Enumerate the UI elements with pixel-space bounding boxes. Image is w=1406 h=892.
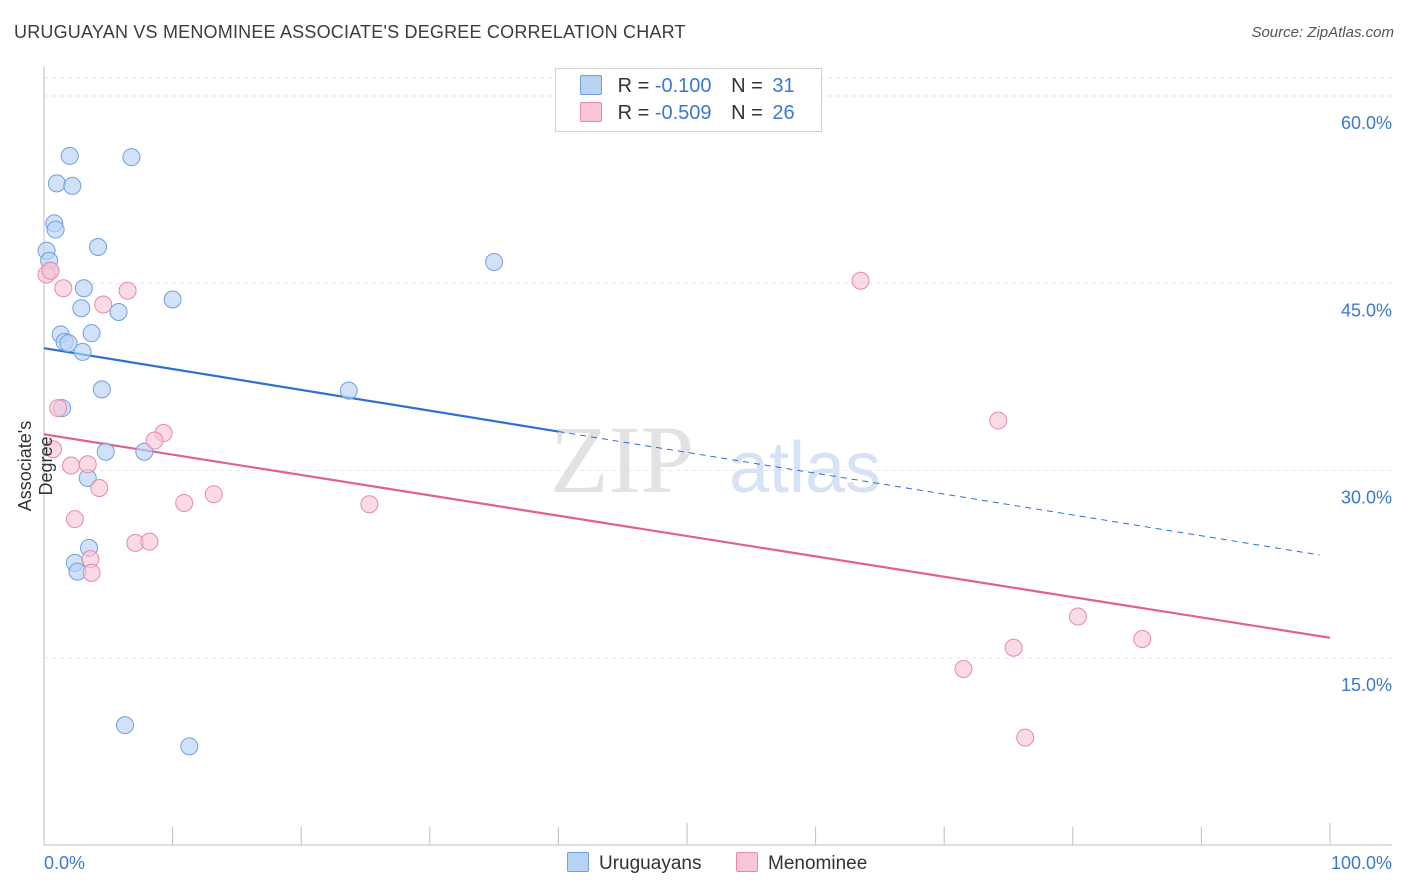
menominee-point [1004,638,1023,657]
menominee-point [175,493,194,512]
menominee-point [360,495,379,514]
legend-row-uruguayans: R = -0.100 N = 31 [580,75,795,99]
menominee-point [49,399,68,418]
menominee-point [90,478,109,497]
trend-layer [43,347,1331,639]
bottom-legend-label-menominee: Menominee [768,853,868,874]
uruguayans-point [82,324,101,343]
menominee-point [94,295,113,314]
uruguayans-point [163,290,182,309]
uruguayans-point [73,342,92,361]
x-tick-label-min: 0.0% [44,853,85,873]
uruguayans-trend-extension [558,431,1320,556]
legend-row-menominee: R = -0.509 N = 26 [580,102,795,126]
uruguayans-point [74,279,93,298]
menominee-point [62,456,81,475]
bottom-legend-swatch-menominee [736,852,758,872]
menominee-point [1133,630,1152,649]
menominee-point [82,563,101,582]
uruguayans-point [339,381,358,400]
legend-r-value: -0.509 [654,102,712,124]
uruguayans-point [180,737,199,756]
legend-r-label: R = [617,102,650,124]
stats-legend: R = -0.100 N = 31 R = -0.509 N = 26 [555,68,822,132]
bottom-legend-swatch-uruguayans [567,852,589,872]
uruguayans-point [72,299,91,318]
y-tick-label: 45.0% [1341,300,1392,320]
menominee-point [78,455,97,474]
legend-swatch-uruguayans [580,75,602,95]
source-label: Source: ZipAtlas.com [1251,24,1394,41]
uruguayans-point [485,253,504,272]
uruguayans-point [122,148,141,167]
uruguayans-point [96,442,115,461]
uruguayans-point [116,716,135,735]
menominee-point [65,510,84,529]
uruguayans-point [135,442,154,461]
x-tick-label-max: 100.0% [1331,853,1392,873]
bottom-legend-menominee: Menominee [736,852,867,875]
point-layer [37,146,1152,756]
y-axis-label: Associate's Degree [15,420,56,512]
menominee-point [851,271,870,290]
y-tick-label: 30.0% [1341,488,1392,508]
legend-n-label: N = [731,102,763,124]
legend-r-value: -0.100 [654,75,712,97]
uruguayans-point [46,220,65,239]
menominee-point [204,485,223,504]
menominee-point [140,532,159,551]
menominee-point [1016,728,1035,747]
menominee-point [989,411,1008,430]
menominee-point [44,440,63,459]
uruguayans-point [89,238,108,257]
grid-layer [44,77,1392,659]
watermark-atlas: atlas [729,428,881,508]
legend-r-label: R = [617,75,650,97]
menominee-point [54,279,73,298]
bottom-legend-label-uruguayans: Uruguayans [599,853,702,874]
chart-title: URUGUAYAN VS MENOMINEE ASSOCIATE'S DEGRE… [14,22,686,42]
y-tick-label: 15.0% [1341,675,1392,695]
menominee-point [145,431,164,450]
watermark: ZIP atlas [550,406,881,513]
menominee-point [954,659,973,678]
uruguayans-point [109,302,128,321]
legend-swatch-menominee [580,102,602,122]
menominee-trend-line [43,433,1331,639]
menominee-point [41,261,60,280]
legend-n-label: N = [731,75,763,97]
uruguayans-point [92,380,111,399]
uruguayans-point [59,334,78,353]
legend-n-value: 31 [772,75,795,97]
uruguayans-point [47,174,66,193]
uruguayans-point [60,146,79,165]
y-tick-label: 60.0% [1341,113,1392,133]
uruguayans-trend-line [43,347,559,433]
tick-label-layer: 15.0% 30.0% 45.0% 60.0% 0.0% 100.0% [44,113,1392,873]
watermark-zip: ZIP [550,406,694,513]
menominee-point [1068,607,1087,626]
bottom-legend-uruguayans: Uruguayans [567,852,701,875]
uruguayans-point [63,176,82,195]
menominee-point [118,281,137,300]
axis-layer [43,66,1392,846]
legend-n-value: 26 [772,102,795,124]
